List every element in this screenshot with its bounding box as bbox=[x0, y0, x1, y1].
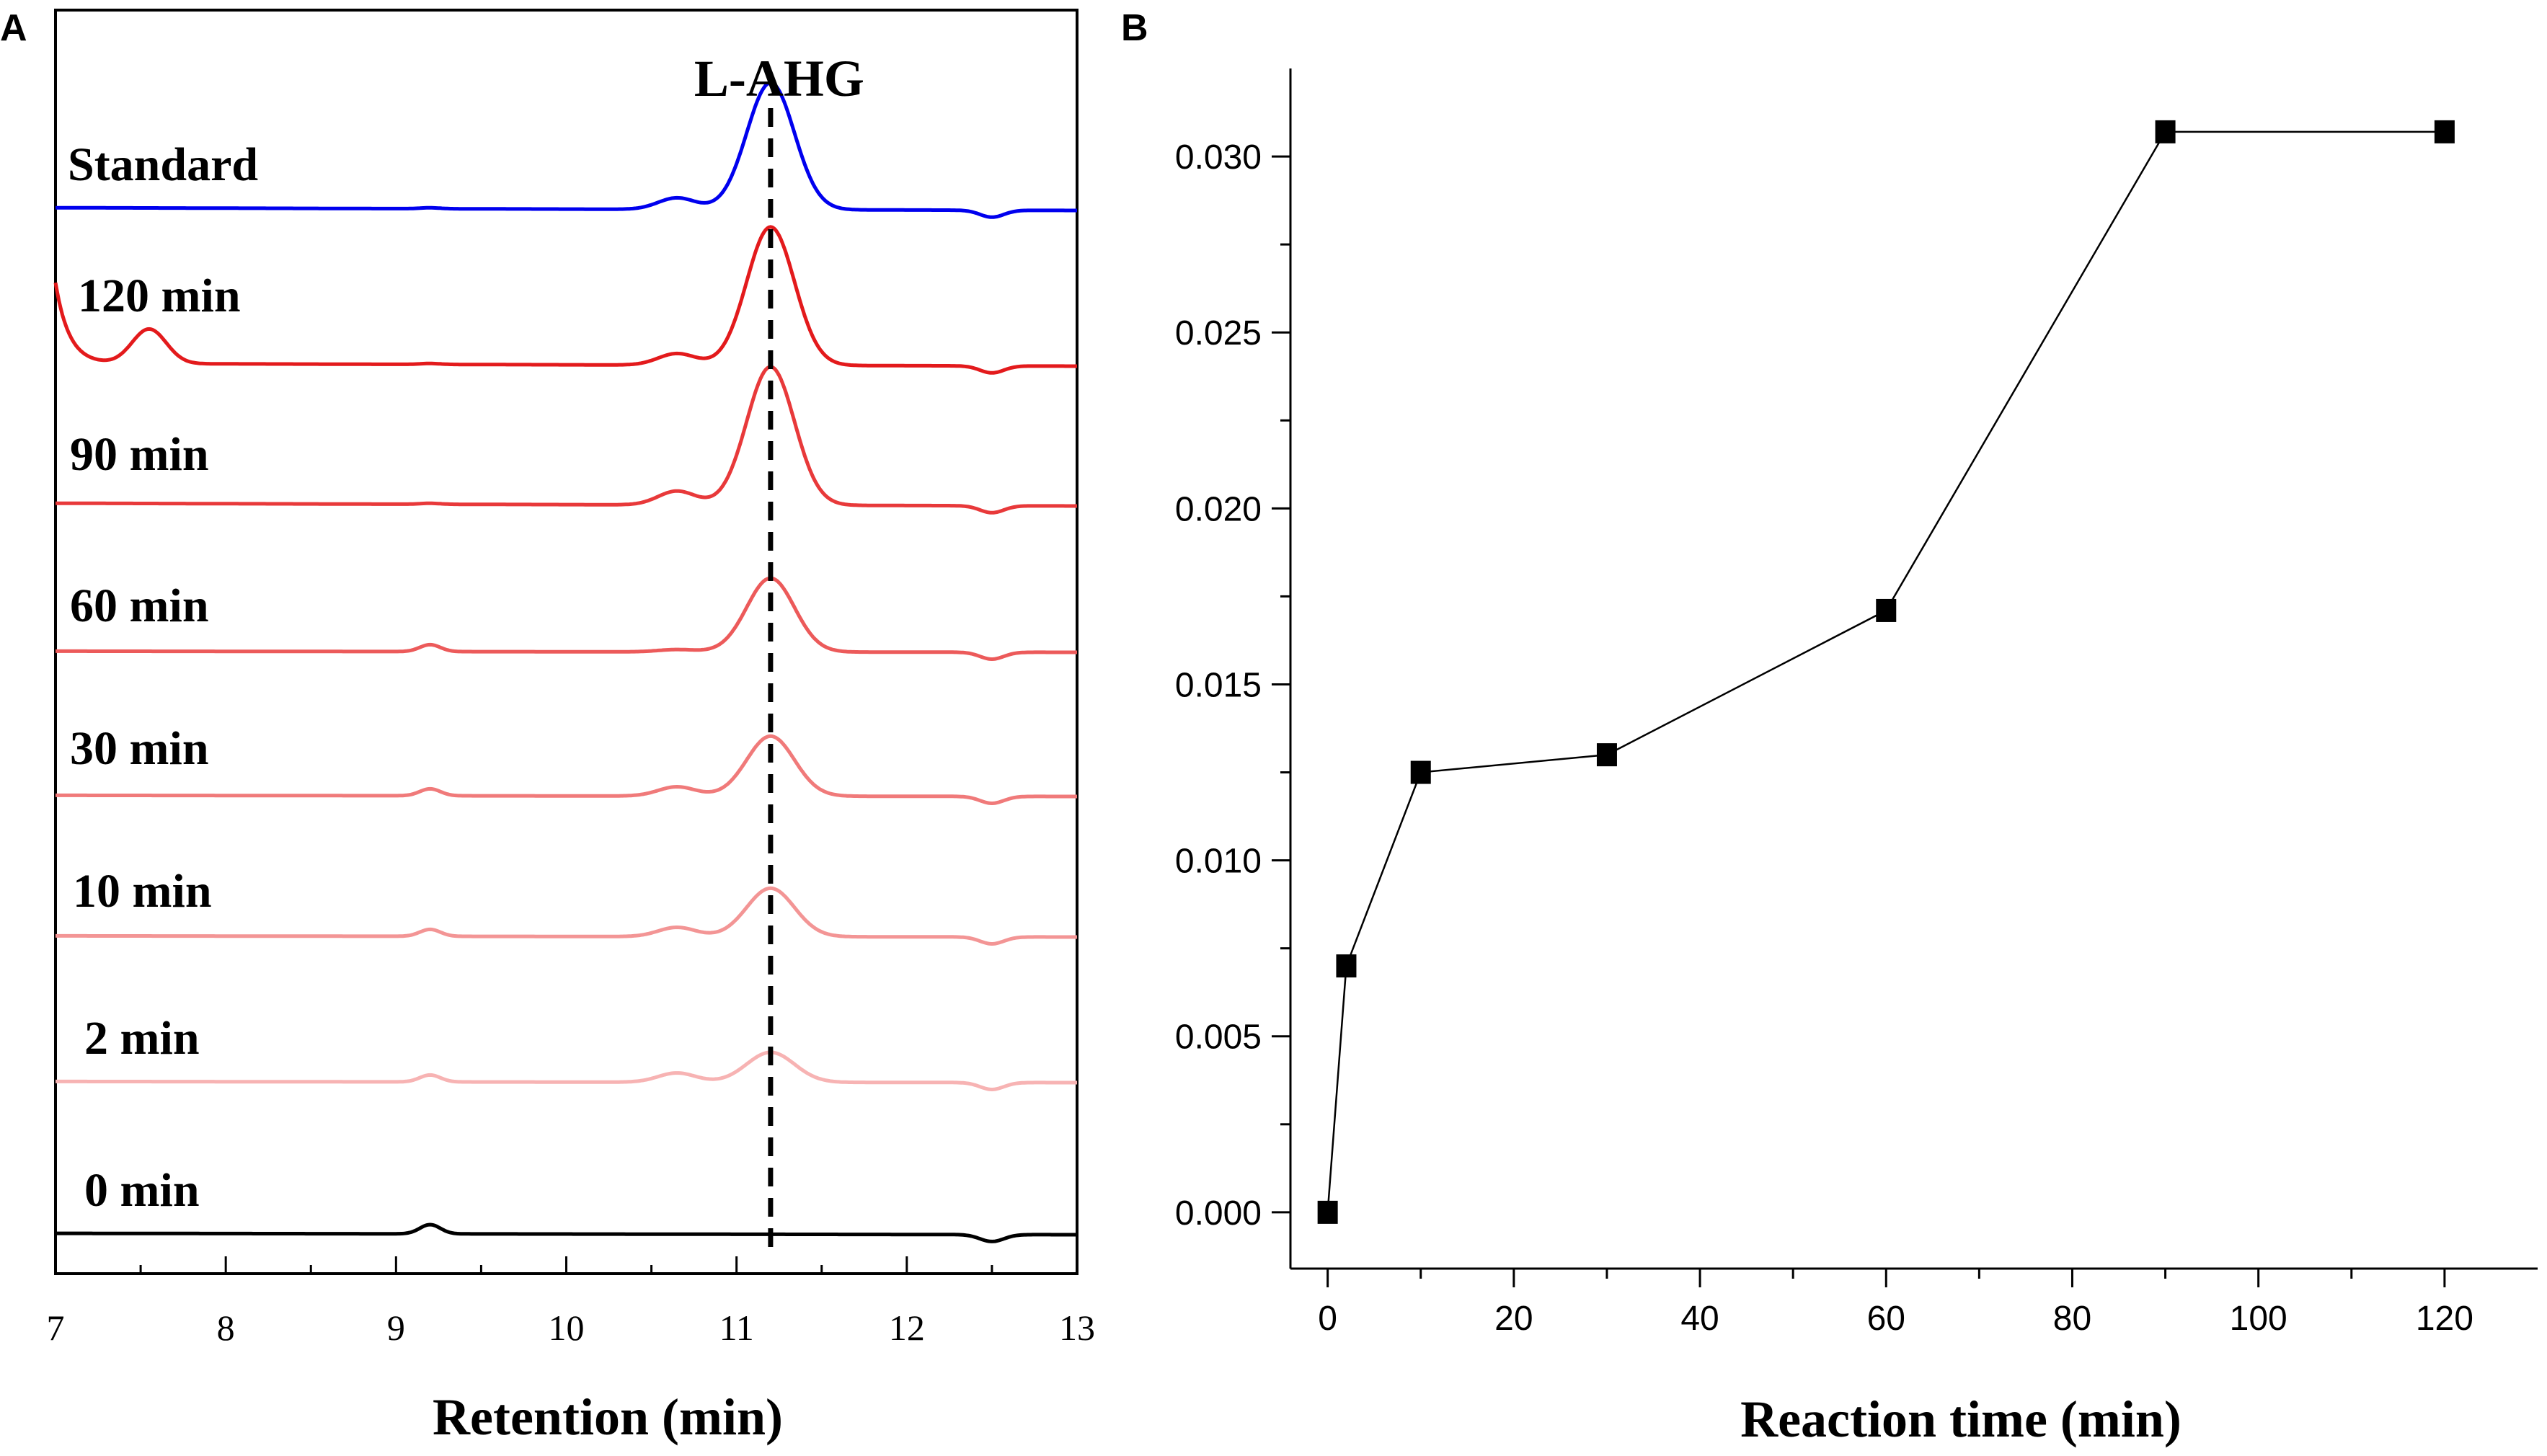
x-axis-title-a: Retention (min) bbox=[433, 1388, 783, 1446]
y-tick-label-b: 0.010 bbox=[1175, 843, 1262, 881]
trace-label: 120 min bbox=[78, 270, 241, 322]
trace-label: Standard bbox=[68, 138, 258, 191]
trace-standard bbox=[56, 81, 1077, 219]
series-line bbox=[1326, 130, 2445, 1212]
x-axis-ticks-a: 7 8 9 10 11 12 13 bbox=[47, 1256, 1095, 1348]
data-point-marker bbox=[1596, 743, 1617, 767]
data-point-marker bbox=[1410, 760, 1431, 784]
data-point-marker bbox=[1336, 954, 1357, 978]
trace-label: 10 min bbox=[73, 865, 212, 918]
x-tick-label-a: 9 bbox=[387, 1308, 405, 1348]
y-tick-label-b: 0.020 bbox=[1175, 490, 1262, 528]
chromatogram-panel: 7 8 9 10 11 12 13 Standard 120 min 90 min 60 min 3… bbox=[47, 9, 1095, 1446]
data-point-marker bbox=[1317, 1200, 1338, 1224]
x-tick-label-a: 13 bbox=[1059, 1308, 1095, 1348]
panel-letter-b: B bbox=[1121, 7, 1148, 49]
trace-90-min bbox=[56, 365, 1077, 515]
trace-10-min bbox=[56, 886, 1077, 946]
x-tick-label-b: 120 bbox=[2416, 1300, 2473, 1338]
y-tick-label-b: 0.025 bbox=[1175, 314, 1262, 352]
y-tick-label-b: 0.015 bbox=[1175, 666, 1262, 704]
x-tick-label-a: 12 bbox=[889, 1308, 925, 1348]
trace-label: 30 min bbox=[70, 722, 209, 775]
reference-line-label: L-AHG bbox=[694, 50, 864, 107]
data-point-marker bbox=[2155, 120, 2176, 143]
x-tick-label-b: 100 bbox=[2230, 1300, 2287, 1338]
x-axis-title-b: Reaction time (min) bbox=[1740, 1390, 2181, 1448]
trace-label: 60 min bbox=[70, 580, 209, 632]
x-tick-label-a: 8 bbox=[217, 1308, 235, 1348]
trace-label: 90 min bbox=[70, 428, 209, 481]
trace-30-min bbox=[56, 734, 1077, 806]
chromatogram-traces bbox=[53, 81, 1077, 1243]
trace-labels: Standard 120 min 90 min 60 min 30 min 10 min 2… bbox=[68, 138, 258, 1217]
trace-0-min bbox=[56, 1222, 1077, 1243]
panel-letter-a: A bbox=[0, 7, 27, 49]
trace-120-min bbox=[53, 225, 1077, 375]
y-tick-label-b: 0.030 bbox=[1175, 138, 1262, 177]
trace-label: 0 min bbox=[84, 1164, 200, 1217]
x-tick-label-b: 20 bbox=[1494, 1300, 1533, 1338]
y-tick-label-b: 0.000 bbox=[1175, 1194, 1262, 1233]
x-tick-label-b: 80 bbox=[2053, 1300, 2091, 1338]
data-point-marker bbox=[1876, 598, 1897, 622]
x-tick-label-a: 7 bbox=[47, 1308, 65, 1348]
kinetics-series bbox=[1317, 120, 2455, 1224]
trace-2-min bbox=[56, 1050, 1077, 1092]
trace-60-min bbox=[56, 576, 1077, 662]
axis-ticks-b: 0 20 40 60 80 100 120 0.000 0.005 0.010 0.015 0.020… bbox=[1175, 138, 2473, 1338]
x-tick-label-b: 60 bbox=[1867, 1300, 1905, 1338]
x-tick-label-b: 0 bbox=[1318, 1300, 1337, 1338]
data-point-marker bbox=[2434, 120, 2455, 143]
x-tick-label-b: 40 bbox=[1680, 1300, 1719, 1338]
trace-label: 2 min bbox=[84, 1012, 200, 1065]
kinetics-panel: 0 20 40 60 80 100 120 0.000 0.005 0.010 0.015 0.020… bbox=[1175, 68, 2538, 1448]
x-tick-label-a: 11 bbox=[719, 1308, 754, 1348]
y-tick-label-b: 0.005 bbox=[1175, 1018, 1262, 1057]
x-tick-label-a: 10 bbox=[549, 1308, 585, 1348]
